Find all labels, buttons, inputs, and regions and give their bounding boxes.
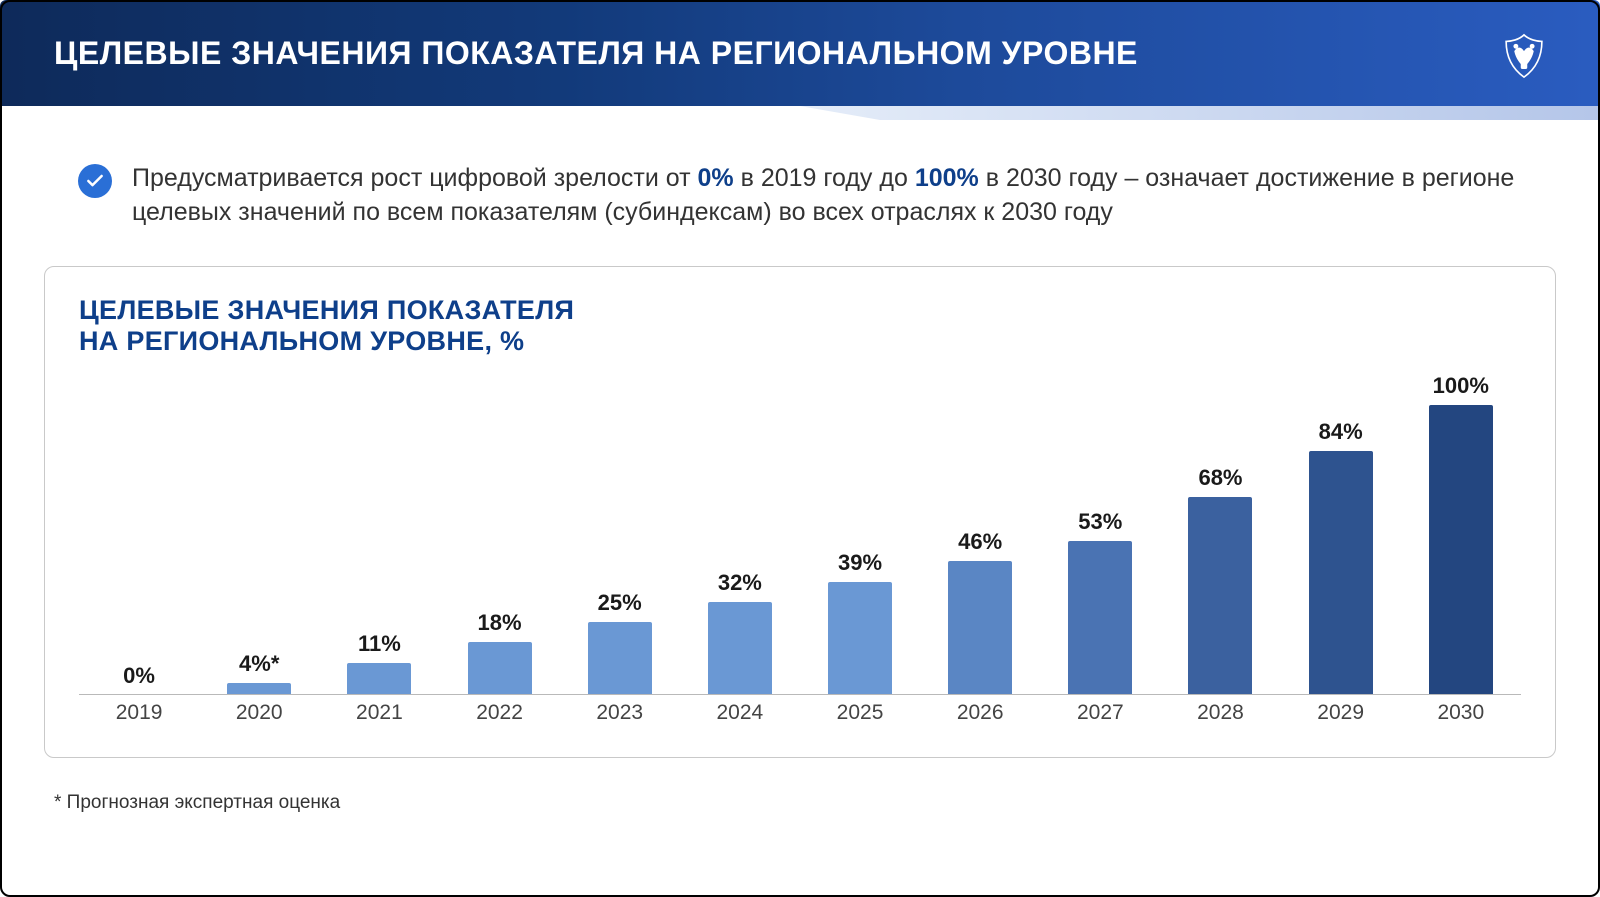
x-axis-label: 2028 [1160, 701, 1280, 733]
bar-value-label: 32% [718, 570, 762, 596]
x-axis-label: 2019 [79, 701, 199, 733]
bar [1429, 405, 1493, 695]
chart-title-line2: НА РЕГИОНАЛЬНОМ УРОВНЕ, % [79, 326, 524, 356]
x-axis-label: 2029 [1281, 701, 1401, 733]
chart-title-line1: ЦЕЛЕВЫЕ ЗНАЧЕНИЯ ПОКАЗАТЕЛЯ [79, 295, 574, 325]
bar-slot: 32% [680, 570, 800, 695]
bar-value-label: 68% [1198, 465, 1242, 491]
bar-value-label: 11% [358, 631, 401, 657]
x-axis-label: 2023 [560, 701, 680, 733]
intro-highlight-1: 0% [698, 164, 734, 192]
bar-slot: 0% [79, 663, 199, 695]
bar-slot: 100% [1401, 373, 1521, 695]
bar-value-label: 53% [1078, 509, 1122, 535]
x-axis-label: 2030 [1401, 701, 1521, 733]
intro-row: Предусматривается рост цифровой зрелости… [0, 106, 1600, 254]
bar-slot: 39% [800, 550, 920, 695]
check-icon [78, 164, 112, 198]
bar [588, 622, 652, 695]
chart-plot: 0% 4%* 11% 18% 25% 32% 39% 46% 53% 68% 84% 100% 201… [79, 373, 1521, 733]
x-axis-label: 2024 [680, 701, 800, 733]
bar-value-label: 46% [958, 529, 1002, 555]
x-axis-label: 2021 [319, 701, 439, 733]
bar-value-label: 84% [1319, 419, 1363, 445]
intro-mid-1: в 2019 году до [734, 164, 915, 192]
bar-value-label: 18% [478, 610, 522, 636]
bar-value-label: 39% [838, 550, 882, 576]
chart-title: ЦЕЛЕВЫЕ ЗНАЧЕНИЯ ПОКАЗАТЕЛЯ НА РЕГИОНАЛЬ… [79, 295, 1521, 357]
x-axis-label: 2020 [199, 701, 319, 733]
bar [708, 602, 772, 695]
bar [468, 642, 532, 694]
emblem-icon [1498, 30, 1550, 82]
footnote: * Прогнозная экспертная оценка [0, 758, 1600, 814]
bar-slot: 11% [319, 631, 439, 695]
bar-slot: 18% [439, 610, 559, 694]
x-axis-label: 2026 [920, 701, 1040, 733]
bar-value-label: 0% [123, 663, 155, 689]
bar [948, 561, 1012, 694]
bar [1309, 451, 1373, 695]
bar-value-label: 100% [1433, 373, 1489, 399]
bar-slot: 25% [560, 590, 680, 695]
bar-slot: 84% [1281, 419, 1401, 695]
bar [1188, 497, 1252, 694]
x-axis-label: 2027 [1040, 701, 1160, 733]
bar-value-label: 25% [598, 590, 642, 616]
bar-slot: 68% [1160, 465, 1280, 694]
x-axis-label: 2022 [439, 701, 559, 733]
bar [1068, 541, 1132, 695]
bar-value-label: 4%* [239, 651, 279, 677]
bar [828, 582, 892, 695]
intro-prefix: Предусматривается рост цифровой зрелости… [132, 164, 698, 192]
chart-card: ЦЕЛЕВЫЕ ЗНАЧЕНИЯ ПОКАЗАТЕЛЯ НА РЕГИОНАЛЬ… [44, 266, 1556, 758]
bar-slot: 46% [920, 529, 1040, 694]
intro-text: Предусматривается рост цифровой зрелости… [132, 162, 1536, 230]
bar-slot: 4%* [199, 651, 319, 695]
x-axis-label: 2025 [800, 701, 920, 733]
x-labels-row: 2019202020212022202320242025202620272028… [79, 701, 1521, 733]
chart-baseline [79, 694, 1521, 695]
bar [347, 663, 411, 695]
bar-slot: 53% [1040, 509, 1160, 695]
page-title: ЦЕЛЕВЫЕ ЗНАЧЕНИЯ ПОКАЗАТЕЛЯ НА РЕГИОНАЛЬ… [54, 35, 1138, 72]
intro-highlight-2: 100% [915, 164, 979, 192]
bars-container: 0% 4%* 11% 18% 25% 32% 39% 46% 53% 68% 84% 100% [79, 375, 1521, 695]
header-bar: ЦЕЛЕВЫЕ ЗНАЧЕНИЯ ПОКАЗАТЕЛЯ НА РЕГИОНАЛЬ… [0, 0, 1600, 106]
